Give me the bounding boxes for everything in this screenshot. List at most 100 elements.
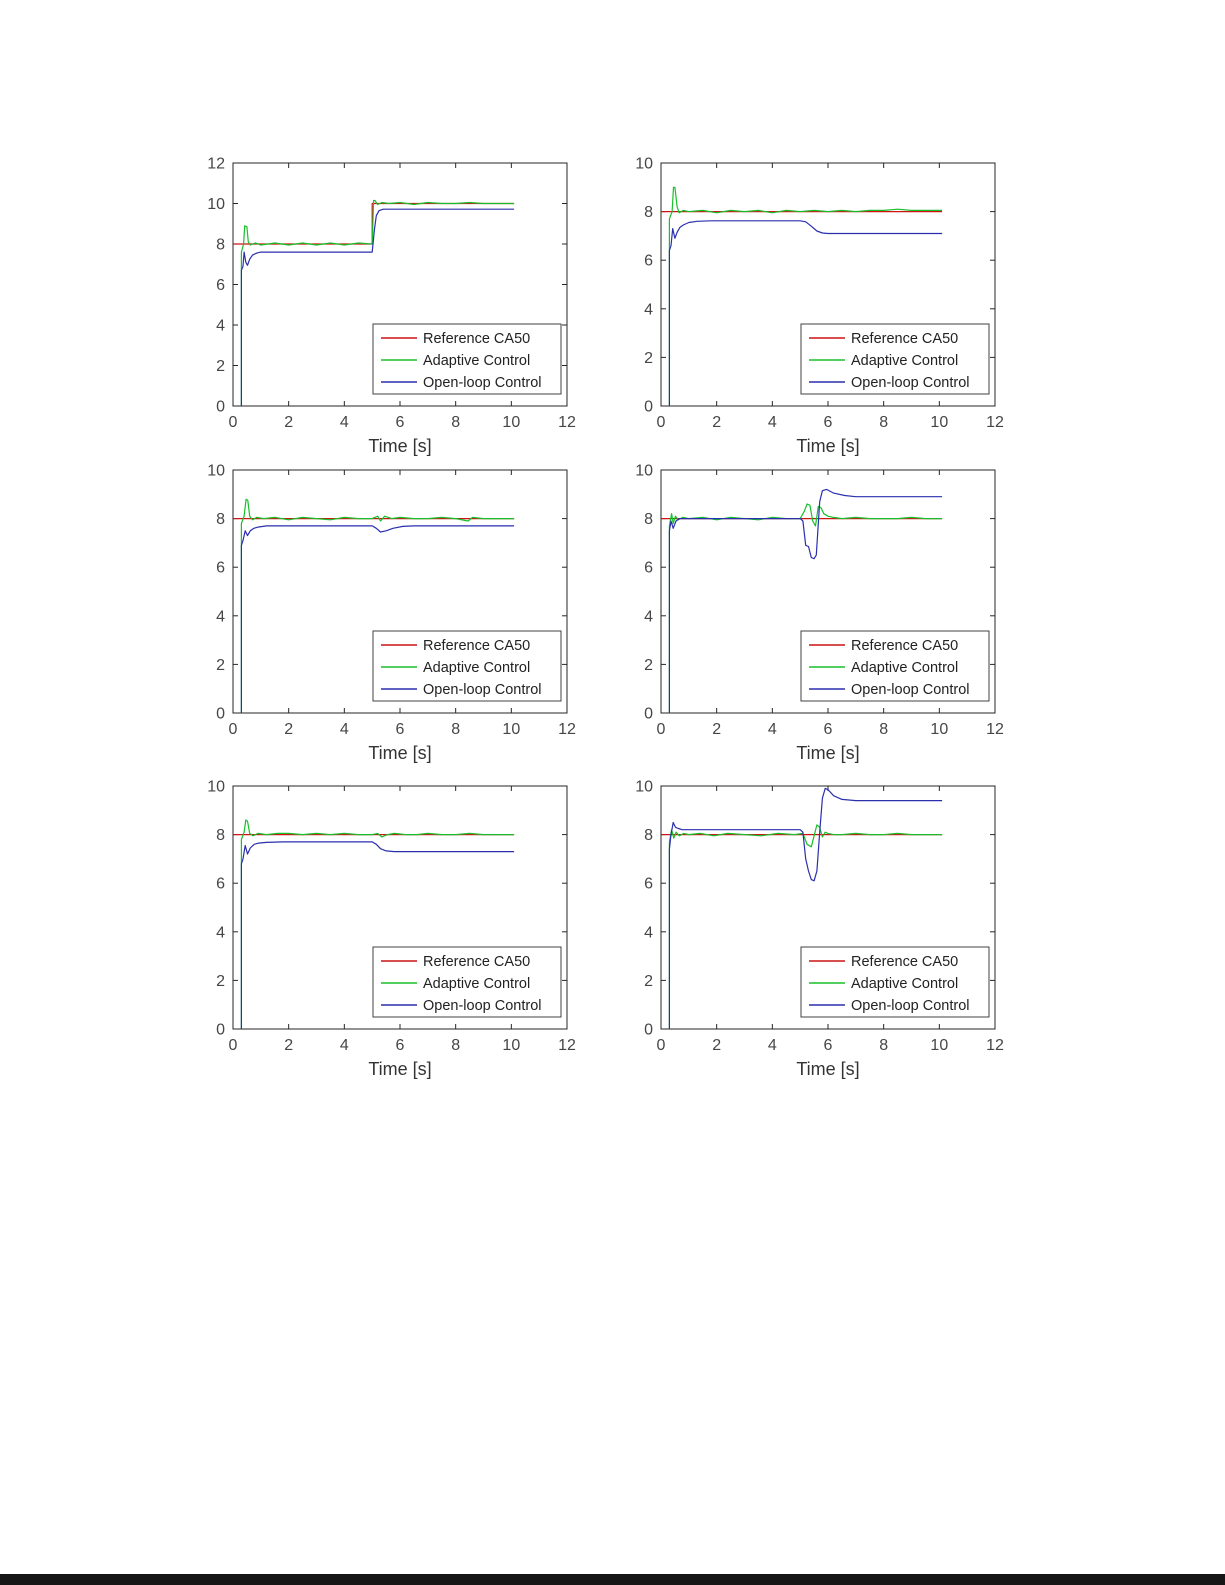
svg-text:10: 10 (502, 414, 520, 431)
svg-text:6: 6 (824, 721, 833, 738)
legend-entry-label: Reference CA50 (851, 638, 958, 654)
svg-text:12: 12 (558, 414, 576, 431)
legend-entry-label: Adaptive Control (423, 976, 530, 992)
chart-middle-left: 0 2 4 6 8 10 12 0 2 4 6 8 10 Time [s] Reference CA50 Ad… (185, 458, 613, 770)
svg-text:2: 2 (284, 721, 293, 738)
chart-top-left: 0 2 4 6 8 10 12 0 2 4 6 8 10 12 Time [s] Reference CA50… (185, 151, 613, 463)
svg-text:0: 0 (657, 1037, 666, 1054)
svg-text:12: 12 (986, 1037, 1004, 1054)
svg-text:2: 2 (644, 973, 653, 990)
chart-svg: 0 2 4 6 8 10 12 0 2 4 6 8 10 Time [s] Reference CA50 Ad… (635, 463, 1004, 764)
svg-text:6: 6 (824, 1037, 833, 1054)
legend-entry-label: Adaptive Control (851, 353, 958, 369)
svg-text:2: 2 (284, 1037, 293, 1054)
legend-entry-label: Adaptive Control (851, 976, 958, 992)
svg-text:2: 2 (644, 350, 653, 367)
x-axis-label: Time [s] (796, 436, 859, 456)
svg-text:4: 4 (768, 721, 777, 738)
svg-text:0: 0 (229, 1037, 238, 1054)
svg-text:10: 10 (207, 463, 225, 480)
x-axis-label: Time [s] (796, 743, 859, 763)
svg-text:10: 10 (502, 721, 520, 738)
legend-entry-label: Reference CA50 (851, 954, 958, 970)
svg-text:6: 6 (644, 253, 653, 270)
x-axis-label: Time [s] (796, 1059, 859, 1079)
svg-text:12: 12 (986, 414, 1004, 431)
svg-text:8: 8 (644, 827, 653, 844)
svg-text:10: 10 (930, 414, 948, 431)
svg-text:6: 6 (644, 560, 653, 577)
svg-text:0: 0 (657, 721, 666, 738)
svg-text:4: 4 (644, 608, 653, 625)
svg-text:6: 6 (216, 277, 225, 294)
svg-text:6: 6 (396, 721, 405, 738)
legend-entry-label: Reference CA50 (423, 331, 530, 347)
svg-text:10: 10 (635, 156, 653, 173)
svg-text:12: 12 (986, 721, 1004, 738)
chart-svg: 0 2 4 6 8 10 12 0 2 4 6 8 10 Time [s] Reference CA50 Ad… (207, 779, 576, 1080)
svg-text:4: 4 (768, 414, 777, 431)
svg-text:2: 2 (216, 358, 225, 375)
legend-entry-label: Adaptive Control (851, 660, 958, 676)
svg-text:4: 4 (216, 924, 225, 941)
chart-svg: 0 2 4 6 8 10 12 0 2 4 6 8 10 Time [s] Reference CA50 Ad… (635, 156, 1004, 457)
legend-entry-label: Adaptive Control (423, 660, 530, 676)
legend-entry-label: Open-loop Control (851, 682, 970, 698)
svg-text:0: 0 (216, 399, 225, 416)
svg-text:0: 0 (644, 706, 653, 723)
svg-text:10: 10 (930, 721, 948, 738)
svg-text:10: 10 (635, 779, 653, 796)
svg-text:6: 6 (216, 560, 225, 577)
svg-text:2: 2 (644, 657, 653, 674)
chart-top-right: 0 2 4 6 8 10 12 0 2 4 6 8 10 Time [s] Reference CA50 Ad… (613, 151, 1041, 463)
svg-text:0: 0 (216, 1022, 225, 1039)
x-axis-label: Time [s] (368, 1059, 431, 1079)
svg-text:10: 10 (635, 463, 653, 480)
svg-text:12: 12 (558, 721, 576, 738)
svg-text:0: 0 (229, 721, 238, 738)
chart-bottom-right: 0 2 4 6 8 10 12 0 2 4 6 8 10 Time [s] Reference CA50 Ad… (613, 774, 1041, 1086)
svg-text:8: 8 (879, 721, 888, 738)
svg-text:10: 10 (502, 1037, 520, 1054)
svg-text:12: 12 (558, 1037, 576, 1054)
svg-text:6: 6 (396, 414, 405, 431)
legend-entry-label: Open-loop Control (851, 375, 970, 391)
svg-text:8: 8 (644, 204, 653, 221)
svg-text:2: 2 (216, 973, 225, 990)
svg-text:6: 6 (644, 876, 653, 893)
svg-text:2: 2 (712, 1037, 721, 1054)
svg-text:10: 10 (930, 1037, 948, 1054)
svg-text:0: 0 (229, 414, 238, 431)
svg-text:8: 8 (451, 721, 460, 738)
bottom-bar (0, 1574, 1225, 1585)
svg-text:0: 0 (216, 706, 225, 723)
svg-text:0: 0 (644, 1022, 653, 1039)
x-axis-label: Time [s] (368, 743, 431, 763)
svg-text:8: 8 (216, 237, 225, 254)
svg-text:6: 6 (824, 414, 833, 431)
svg-text:4: 4 (340, 1037, 349, 1054)
svg-text:8: 8 (216, 827, 225, 844)
chart-svg: 0 2 4 6 8 10 12 0 2 4 6 8 10 Time [s] Reference CA50 Ad… (635, 779, 1004, 1080)
svg-text:10: 10 (207, 196, 225, 213)
svg-text:4: 4 (644, 301, 653, 318)
svg-text:8: 8 (644, 511, 653, 528)
svg-text:8: 8 (879, 1037, 888, 1054)
svg-text:4: 4 (768, 1037, 777, 1054)
chart-bottom-left: 0 2 4 6 8 10 12 0 2 4 6 8 10 Time [s] Reference CA50 Ad… (185, 774, 613, 1086)
svg-text:10: 10 (207, 779, 225, 796)
svg-text:2: 2 (712, 414, 721, 431)
legend-entry-label: Open-loop Control (851, 998, 970, 1014)
legend-entry-label: Reference CA50 (423, 638, 530, 654)
legend-entry-label: Reference CA50 (851, 331, 958, 347)
svg-text:12: 12 (207, 156, 225, 173)
svg-text:4: 4 (340, 721, 349, 738)
svg-text:8: 8 (879, 414, 888, 431)
svg-text:8: 8 (216, 511, 225, 528)
svg-text:6: 6 (396, 1037, 405, 1054)
svg-text:2: 2 (216, 657, 225, 674)
svg-text:2: 2 (284, 414, 293, 431)
legend-entry-label: Open-loop Control (423, 375, 542, 391)
legend-entry-label: Adaptive Control (423, 353, 530, 369)
chart-svg: 0 2 4 6 8 10 12 0 2 4 6 8 10 Time [s] Reference CA50 Ad… (207, 463, 576, 764)
